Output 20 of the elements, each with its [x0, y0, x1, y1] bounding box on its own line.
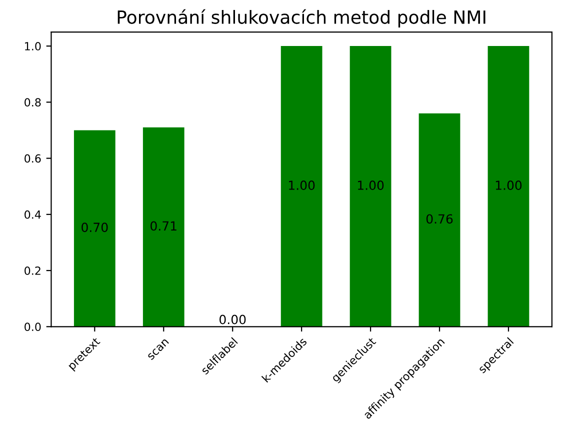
data-label: 0.70: [82, 222, 108, 232]
data-label: 0.76: [426, 214, 453, 224]
y-tick-label: 1.0: [25, 42, 41, 50]
data-label: 1.00: [496, 180, 522, 190]
bar: [280, 46, 322, 327]
bar: [142, 127, 184, 327]
y-tick-label: 0.2: [24, 266, 40, 275]
y-tick-label: 0.6: [24, 154, 41, 163]
bar: [418, 113, 460, 327]
bar: [350, 46, 392, 327]
bar: [488, 46, 530, 327]
y-tick-label: 0.0: [24, 322, 41, 332]
bar: [74, 130, 116, 327]
data-label: 0.71: [150, 221, 176, 231]
data-label: 1.00: [358, 180, 384, 190]
data-label: 1.00: [289, 180, 315, 190]
chart-title: Porovnání shlukovacích metod podle NMI: [118, 9, 486, 28]
y-tick-label: 0.8: [24, 98, 41, 107]
data-label: 0.00: [220, 314, 246, 324]
y-tick-label: 0.4: [24, 210, 41, 219]
